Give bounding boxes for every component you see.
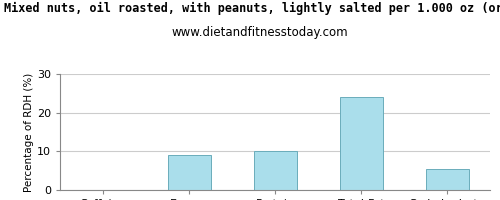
Bar [254,151,296,190]
Bar [340,97,382,190]
Text: www.dietandfitnesstoday.com: www.dietandfitnesstoday.com [172,26,348,39]
Bar [168,155,210,190]
Text: Mixed nuts, oil roasted, with peanuts, lightly salted per 1.000 oz (or 2: Mixed nuts, oil roasted, with peanuts, l… [4,2,500,15]
Bar [426,169,469,190]
Y-axis label: Percentage of RDH (%): Percentage of RDH (%) [24,72,34,192]
